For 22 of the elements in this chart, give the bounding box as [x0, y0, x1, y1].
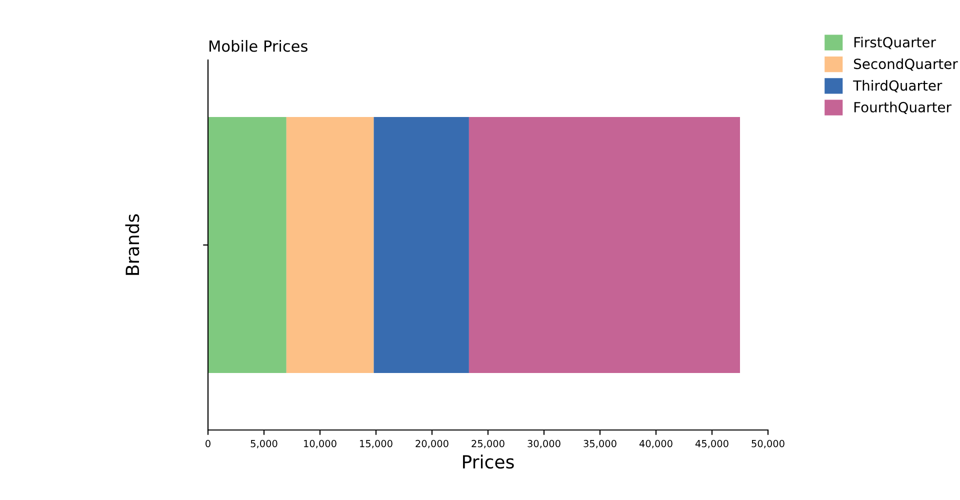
x-tick-label: 45,000 — [695, 440, 728, 448]
x-tick-label: 0 — [206, 440, 210, 448]
legend-label: ThirdQuarter — [853, 80, 942, 92]
legend-label: SecondQuarter — [854, 58, 958, 71]
x-tick-label: 15,000 — [360, 440, 392, 448]
legend-label: FirstQuarter — [854, 36, 936, 50]
bar — [374, 117, 469, 373]
x-tick-label: 35,000 — [584, 440, 616, 448]
chart-title: Mobile Prices — [210, 40, 308, 52]
x-tick-label: 30,000 — [528, 440, 560, 448]
y-axis-title: Brands — [125, 214, 140, 275]
x-tick-label: 10,000 — [304, 440, 336, 448]
bar — [286, 117, 374, 373]
x-tick-label: 5,000 — [250, 440, 278, 448]
bar — [468, 117, 740, 373]
x-tick-label: 20,000 — [416, 440, 448, 448]
bar — [208, 117, 286, 373]
x-tick-label: 40,000 — [639, 440, 672, 448]
x-tick-label: 50,000 — [752, 440, 784, 448]
legend-label: FourthQuarter — [854, 102, 952, 114]
x-axis-title: Prices — [463, 454, 514, 469]
x-tick-label: 25,000 — [472, 440, 504, 448]
